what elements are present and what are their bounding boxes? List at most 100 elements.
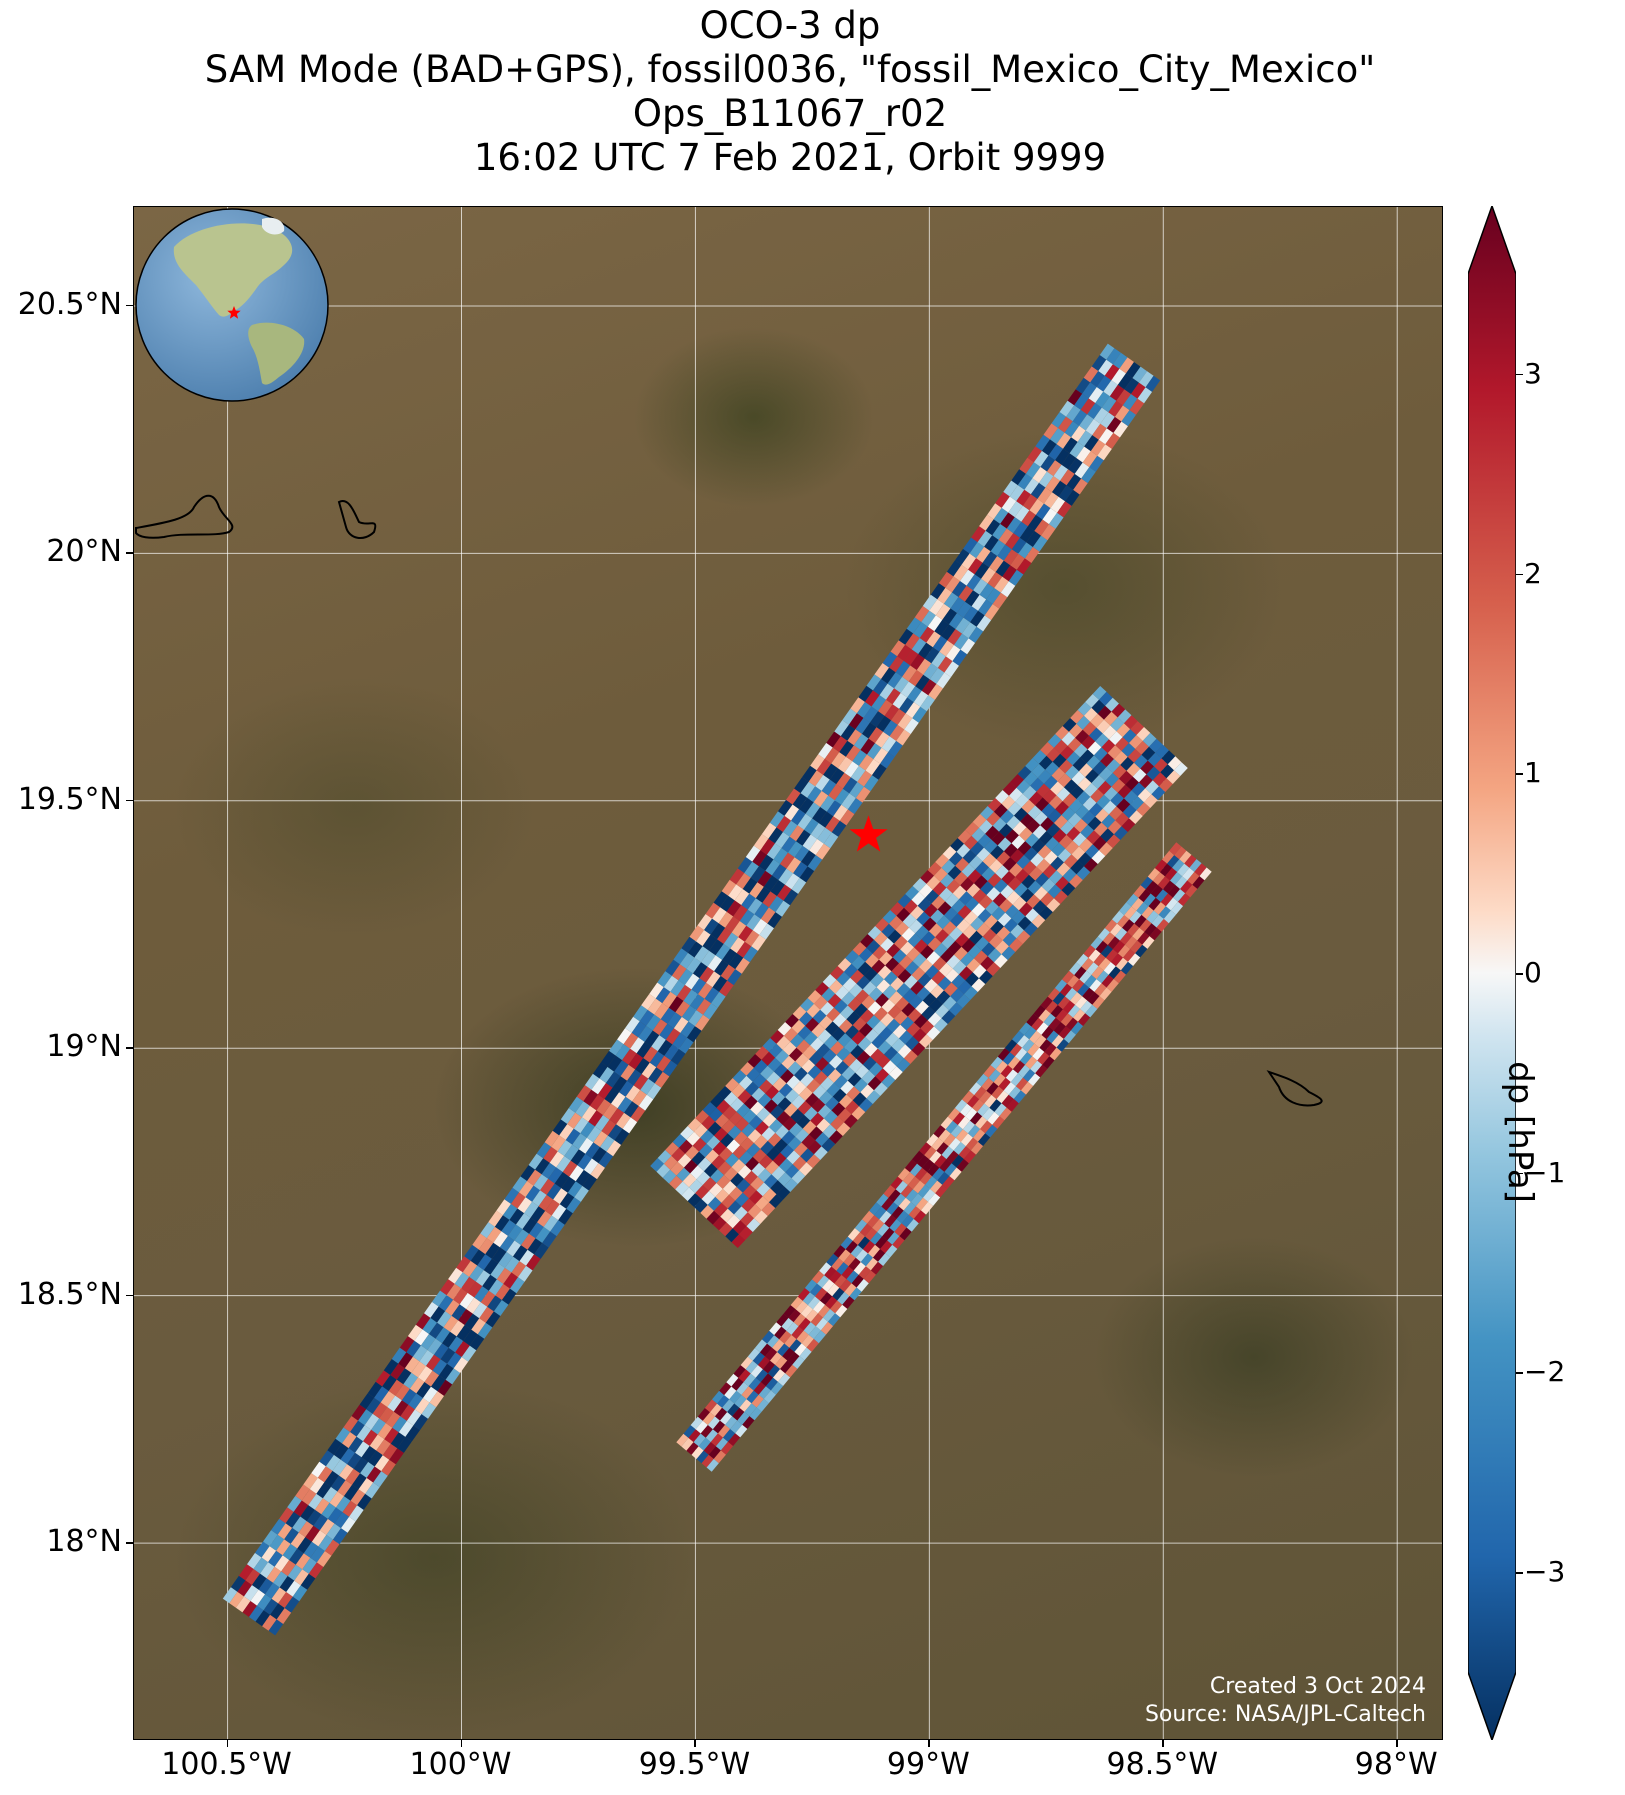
- sounding-cell: [1105, 432, 1120, 449]
- sounding-cell: [1013, 1090, 1026, 1104]
- sounding-cell: [913, 1210, 926, 1224]
- sounding-cell: [731, 1083, 746, 1098]
- sounding-cell: [1027, 1043, 1040, 1057]
- sounding-cell: [557, 1140, 573, 1156]
- sounding-cell: [870, 711, 885, 728]
- sounding-cell: [785, 873, 800, 890]
- sounding-cell: [962, 622, 977, 639]
- map-panel[interactable]: Created 3 Oct 2024 Source: NASA/JPL-Calt…: [133, 206, 1443, 1740]
- sounding-cell: [326, 1523, 341, 1540]
- sounding-cell: [278, 1592, 293, 1608]
- sounding-cell: [458, 1309, 473, 1325]
- sounding-cell: [1199, 867, 1212, 881]
- sounding-cell: [974, 562, 990, 579]
- sounding-cell: [1029, 791, 1043, 806]
- sounding-cell: [726, 900, 742, 917]
- sounding-cell: [849, 781, 864, 798]
- sounding-cell: [875, 1068, 889, 1083]
- sounding-cell: [777, 884, 792, 901]
- sounding-cell: [947, 865, 962, 880]
- sounding-cell: [749, 1407, 762, 1421]
- sounding-cell: [744, 930, 760, 947]
- sounding-cell: [1080, 398, 1096, 415]
- sounding-cell: [617, 1028, 632, 1045]
- sounding-cell: [1018, 1064, 1031, 1078]
- sounding-cell: [736, 941, 752, 958]
- sounding-cell: [390, 1363, 405, 1380]
- sounding-cell: [1165, 867, 1178, 881]
- sounding-cell: [805, 802, 821, 819]
- sounding-cell: [1100, 753, 1114, 767]
- sounding-cell: [365, 1482, 380, 1499]
- sounding-cell: [887, 1004, 902, 1019]
- sounding-cell: [1135, 740, 1149, 755]
- sounding-cell: [694, 946, 710, 963]
- sounding-cell: [399, 1336, 415, 1353]
- sounding-cell: [416, 1382, 431, 1398]
- sounding-cell: [791, 809, 806, 826]
- sounding-cell: [846, 1086, 861, 1101]
- sounding-cell: [831, 820, 847, 837]
- sounding-cell: [527, 1169, 542, 1186]
- sounding-cell: [685, 973, 700, 990]
- sounding-cell: [1124, 378, 1139, 394]
- sounding-cell: [797, 813, 813, 830]
- sounding-cell: [485, 1242, 500, 1259]
- sounding-cell: [316, 1482, 331, 1499]
- sounding-cell: [767, 1335, 780, 1348]
- sounding-cell: [1001, 795, 1016, 810]
- sounding-cell: [831, 1027, 846, 1042]
- sounding-cell: [1129, 735, 1143, 749]
- sounding-cell: [1115, 812, 1129, 827]
- sounding-cell: [775, 832, 790, 848]
- sounding-cell: [1104, 711, 1118, 726]
- sounding-cell: [751, 1394, 764, 1408]
- sounding-cell: [900, 1185, 913, 1198]
- sounding-cell: [934, 1018, 948, 1032]
- sounding-cell: [879, 683, 895, 700]
- sounding-cell: [839, 1019, 853, 1034]
- sounding-cell: [1040, 742, 1054, 756]
- sounding-cell: [1079, 838, 1093, 853]
- sounding-cell: [881, 1074, 896, 1088]
- sounding-cell: [971, 594, 987, 611]
- sounding-cell: [1031, 763, 1046, 778]
- sounding-cell: [1056, 432, 1072, 449]
- sounding-cell: [965, 1137, 978, 1151]
- sounding-cell: [1060, 469, 1075, 486]
- sounding-cell: [785, 1014, 799, 1028]
- sounding-cell: [676, 1167, 691, 1182]
- sounding-cell: [826, 1253, 839, 1267]
- sounding-cell: [1020, 1052, 1033, 1065]
- sounding-cell: [862, 981, 877, 996]
- sounding-cell: [812, 807, 827, 823]
- sounding-cell: [975, 861, 989, 876]
- sounding-cell: [781, 836, 797, 853]
- sounding-cell: [589, 1094, 605, 1111]
- sounding-cell: [800, 1073, 814, 1087]
- sounding-cell: [1024, 547, 1040, 563]
- sounding-cell: [230, 1575, 246, 1592]
- sounding-cell: [1158, 906, 1171, 919]
- sounding-cell: [766, 1071, 781, 1086]
- sounding-cell: [933, 1125, 946, 1138]
- sounding-cell: [1100, 945, 1113, 958]
- sounding-cell: [590, 1163, 605, 1180]
- sounding-cell: [585, 1142, 600, 1159]
- sounding-cell: [810, 1037, 824, 1052]
- sounding-cell: [471, 1318, 486, 1335]
- sounding-cell: [792, 1356, 805, 1369]
- sounding-cell: [712, 1141, 727, 1156]
- sounding-cell: [796, 1330, 809, 1344]
- sounding-cell: [703, 1442, 716, 1455]
- sounding-cell: [941, 859, 956, 874]
- sounding-cell: [429, 1322, 444, 1339]
- sounding-cell: [820, 1076, 834, 1091]
- sounding-cell: [730, 1420, 743, 1434]
- sounding-cell: [876, 1054, 891, 1069]
- sounding-cell: [1019, 827, 1033, 842]
- sounding-cell: [1130, 796, 1144, 811]
- sounding-cell: [494, 1215, 510, 1232]
- sounding-cell: [979, 1090, 992, 1104]
- sounding-cell: [1148, 897, 1161, 911]
